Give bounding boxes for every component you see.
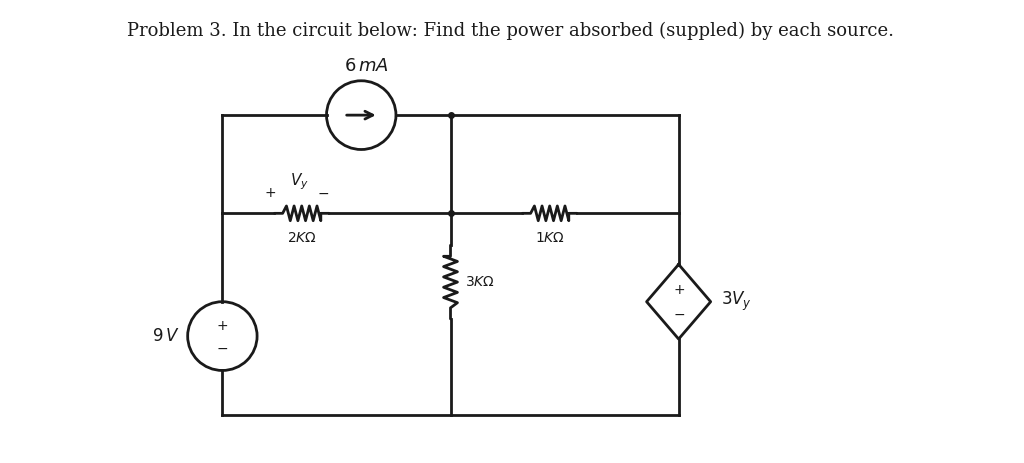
- Text: $1K\Omega$: $1K\Omega$: [535, 231, 564, 245]
- Text: $6\,mA$: $6\,mA$: [344, 57, 389, 75]
- Text: $3K\Omega$: $3K\Omega$: [465, 275, 496, 289]
- Text: $+$: $+$: [673, 283, 685, 297]
- Text: $9\,V$: $9\,V$: [153, 327, 180, 345]
- Text: Problem 3. In the circuit below: Find the power absorbed (suppled) by each sourc: Problem 3. In the circuit below: Find th…: [127, 22, 894, 40]
- Text: $-$: $-$: [317, 186, 330, 200]
- Text: $2K\Omega$: $2K\Omega$: [287, 231, 316, 245]
- Text: $-$: $-$: [216, 341, 228, 355]
- Text: $V_y$: $V_y$: [291, 171, 309, 192]
- Text: $+$: $+$: [264, 186, 276, 200]
- Text: $+$: $+$: [216, 319, 228, 333]
- Text: $3V_y$: $3V_y$: [721, 290, 752, 313]
- Text: $-$: $-$: [673, 307, 685, 320]
